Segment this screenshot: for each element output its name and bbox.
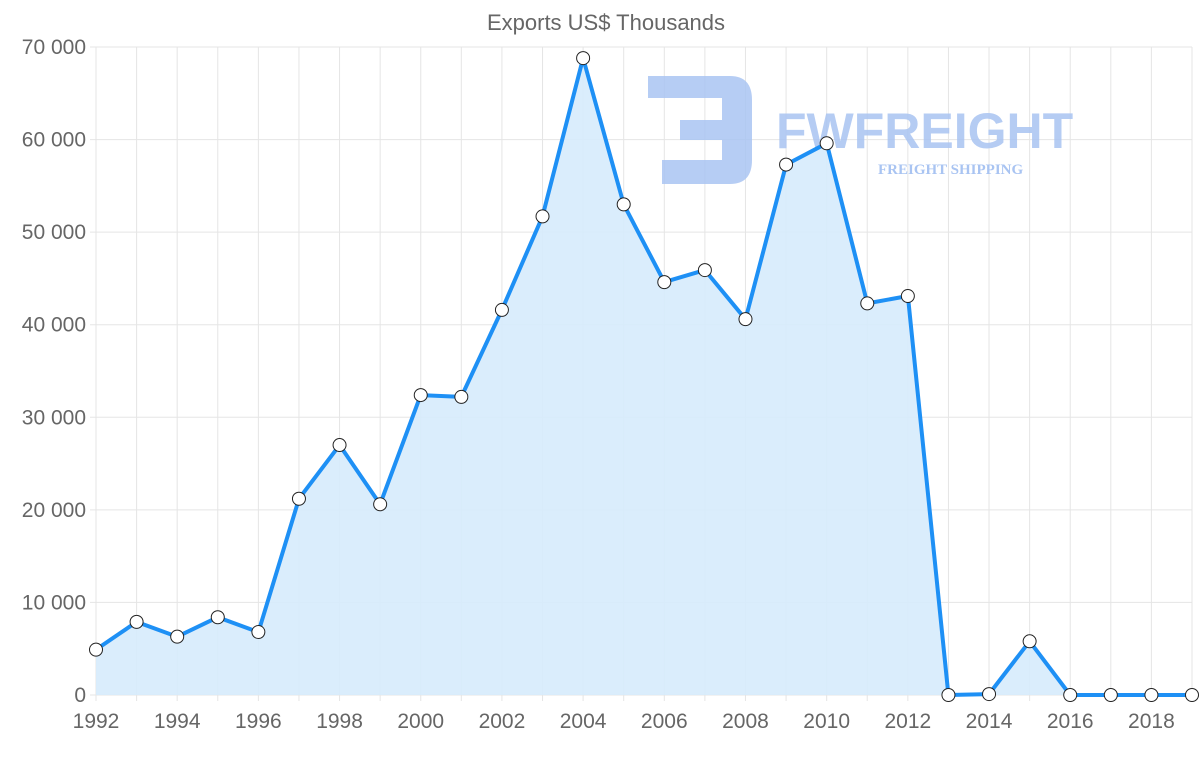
- x-tick-label: 1998: [316, 710, 363, 733]
- data-point[interactable]: [779, 157, 794, 172]
- data-point[interactable]: [170, 629, 185, 644]
- data-point[interactable]: [1063, 688, 1078, 702]
- x-tick-label: 2012: [884, 710, 931, 733]
- x-tick-label: 2004: [560, 710, 607, 733]
- data-point[interactable]: [697, 263, 712, 278]
- data-point[interactable]: [454, 389, 469, 404]
- x-tick-label: 1994: [154, 710, 201, 733]
- x-tick-label: 1996: [235, 710, 282, 733]
- data-point[interactable]: [900, 289, 915, 304]
- y-tick-label: 40 000: [22, 314, 86, 337]
- data-point[interactable]: [982, 687, 997, 702]
- x-tick-label: 2006: [641, 710, 688, 733]
- x-tick-label: 2008: [722, 710, 769, 733]
- data-point[interactable]: [1022, 634, 1037, 649]
- y-tick-label: 10 000: [22, 591, 86, 614]
- data-point[interactable]: [1185, 688, 1199, 702]
- y-tick-label: 70 000: [22, 36, 86, 59]
- watermark-logo: FWFREIGHT FREIGHT SHIPPING: [648, 76, 1073, 184]
- y-tick-label: 30 000: [22, 406, 86, 429]
- area-fill: [96, 58, 1192, 696]
- x-tick-label: 2010: [803, 710, 850, 733]
- series-line: [94, 56, 1192, 697]
- x-tick-label: 2014: [966, 710, 1013, 733]
- data-point[interactable]: [373, 497, 388, 512]
- data-point[interactable]: [291, 491, 306, 506]
- data-point[interactable]: [860, 296, 875, 311]
- data-point[interactable]: [616, 197, 631, 212]
- data-point[interactable]: [89, 642, 103, 657]
- data-point[interactable]: [210, 610, 225, 625]
- data-point[interactable]: [129, 614, 144, 629]
- y-tick-label: 50 000: [22, 221, 86, 244]
- data-point[interactable]: [332, 438, 347, 453]
- data-point[interactable]: [251, 625, 266, 640]
- series: [89, 51, 1199, 702]
- y-tick-label: 20 000: [22, 499, 86, 522]
- data-point[interactable]: [535, 209, 550, 224]
- data-point[interactable]: [738, 312, 753, 327]
- y-axis: 0 10 000 20 000 30 000 40 000 50 000 60 000 70 …: [22, 36, 86, 707]
- x-tick-label: 2016: [1047, 710, 1094, 733]
- data-point[interactable]: [413, 388, 428, 403]
- y-tick-label: 0: [74, 684, 86, 707]
- svg-text:FREIGHT SHIPPING: FREIGHT SHIPPING: [878, 162, 1023, 178]
- chart-title: Exports US$ Thousands: [487, 10, 725, 35]
- x-tick-label: 2000: [397, 710, 444, 733]
- data-point[interactable]: [576, 51, 591, 66]
- data-point[interactable]: [657, 275, 672, 290]
- data-point[interactable]: [494, 302, 509, 317]
- y-tick-label: 60 000: [22, 129, 86, 152]
- x-tick-label: 1992: [73, 710, 120, 733]
- data-point[interactable]: [819, 136, 834, 151]
- x-tick-label: 2018: [1128, 710, 1175, 733]
- data-point[interactable]: [1103, 688, 1118, 702]
- data-point[interactable]: [1144, 688, 1159, 702]
- x-tick-label: 2002: [479, 710, 526, 733]
- data-point[interactable]: [941, 688, 956, 702]
- x-axis: 1992 1994 1996 1998 2000 2002 2004 2006 2008 2010…: [73, 710, 1175, 733]
